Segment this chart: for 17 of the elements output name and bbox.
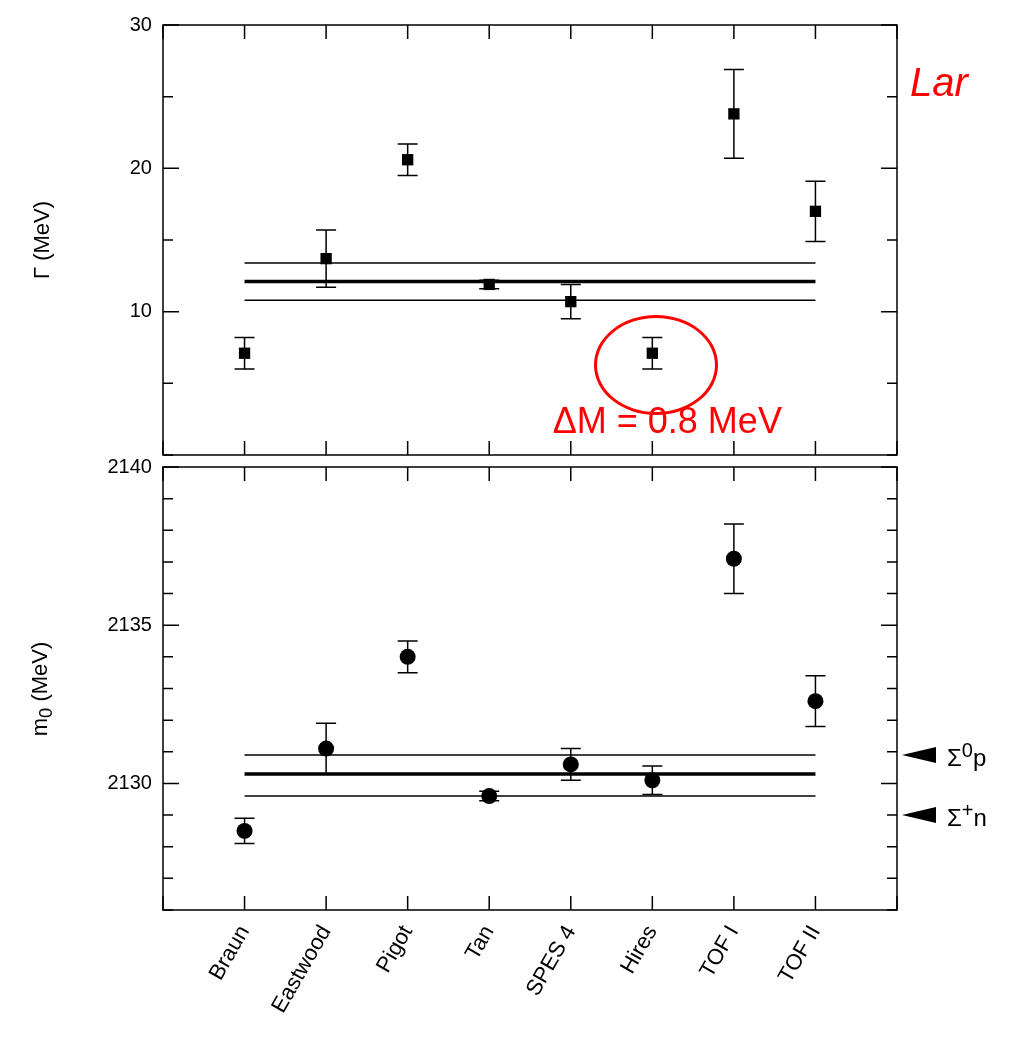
y-tick-label: 2130 bbox=[107, 770, 152, 793]
x-tick-label: Tan bbox=[459, 920, 499, 964]
point bbox=[236, 822, 253, 839]
y-tick-label: 2140 bbox=[107, 454, 152, 477]
point bbox=[644, 772, 661, 789]
y-tick-label: 30 bbox=[129, 12, 152, 35]
text: Σ$^{+}$n bbox=[947, 798, 987, 832]
text: Lar bbox=[910, 60, 968, 105]
point bbox=[399, 648, 416, 665]
point bbox=[728, 108, 740, 120]
y-axis-title: Γ (MeV) bbox=[29, 200, 55, 280]
point bbox=[807, 693, 824, 710]
annotation: ΔM = 0.8 MeV bbox=[552, 400, 782, 443]
y-tick-label: 20 bbox=[129, 155, 152, 178]
y-tick-label: 10 bbox=[129, 299, 152, 322]
text: Σ$^{0}$p bbox=[947, 738, 987, 772]
y-tick-label: 2135 bbox=[107, 612, 152, 635]
